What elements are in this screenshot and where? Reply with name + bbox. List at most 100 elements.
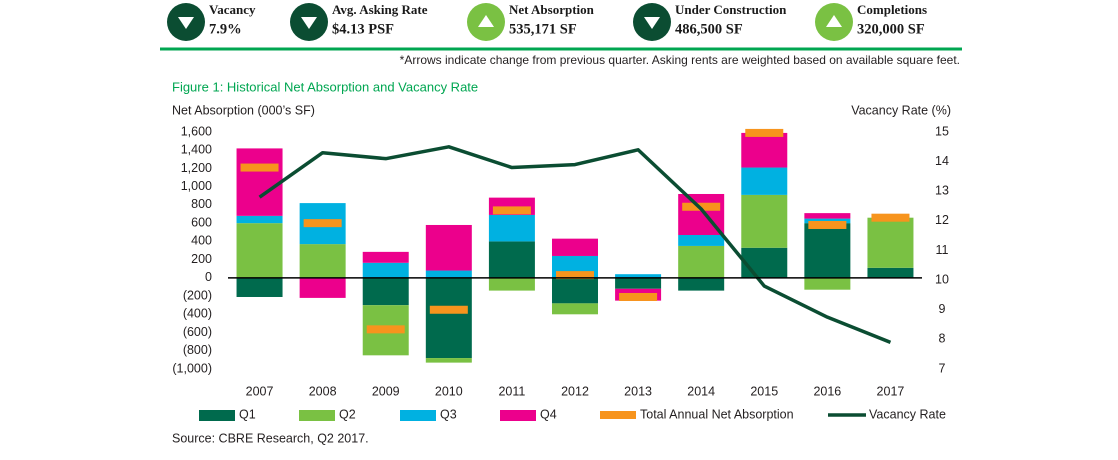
kpi-arrow	[826, 15, 842, 27]
legend-label: Q2	[339, 407, 356, 421]
legend-label: Q3	[440, 407, 457, 421]
kpi-label: Avg. Asking Rate	[332, 2, 428, 17]
y2-tick-label: 12	[935, 213, 949, 227]
y-tick-label: 1,400	[181, 143, 212, 157]
bar-segment	[425, 270, 472, 278]
bar-segment	[488, 241, 535, 278]
y2-tick-label: 7	[939, 361, 946, 375]
bar-segment	[804, 223, 851, 278]
kpi-label: Under Construction	[675, 2, 787, 17]
kpi-label: Vacancy	[209, 2, 256, 17]
legend-swatch	[600, 411, 636, 419]
y-tick-label: (400)	[183, 307, 212, 321]
x-tick-label: 2012	[561, 384, 589, 398]
bar-segment	[236, 148, 283, 216]
bar-segment	[425, 224, 472, 271]
y2-tick-label: 15	[935, 124, 949, 138]
kpi-value: $4.13 PSF	[332, 21, 394, 37]
y2-tick-label: 14	[935, 154, 949, 168]
bar-segment	[615, 274, 662, 278]
vacancy-line	[258, 145, 892, 344]
bar-segment	[488, 277, 535, 291]
y-tick-label: 0	[205, 270, 212, 284]
x-tick-label: 2014	[687, 384, 715, 398]
bar-segment	[362, 262, 409, 278]
bar-segment	[804, 218, 851, 224]
bar-segment	[552, 277, 598, 304]
kpi-label: Completions	[857, 2, 927, 17]
total-marker	[492, 206, 531, 215]
x-tick-label: 2011	[498, 384, 525, 398]
bar-segment	[678, 277, 725, 291]
legend-label: Total Annual Net Absorption	[640, 407, 794, 421]
y-tick-label: (800)	[183, 343, 212, 357]
source: Source: CBRE Research, Q2 2017.	[172, 431, 369, 445]
y-tick-label: 600	[191, 215, 212, 229]
total-marker	[366, 325, 405, 334]
legend-label: Q1	[239, 407, 256, 421]
y-tick-label: 400	[191, 234, 212, 248]
kpi-arrow	[478, 15, 494, 27]
bar-segment	[678, 245, 725, 278]
total-marker	[871, 213, 910, 222]
legend-label: Q4	[540, 407, 557, 421]
bar-segment	[804, 277, 851, 290]
y2-tick-label: 9	[939, 302, 946, 316]
total-marker	[556, 271, 594, 280]
bar-segment	[236, 223, 283, 278]
bar-segment	[299, 277, 346, 298]
x-tick-label: 2008	[309, 384, 337, 398]
bar-segment	[678, 235, 725, 246]
bar-segment	[552, 303, 598, 315]
y-tick-label: 1,200	[181, 161, 212, 175]
y-tick-label: 1,600	[181, 124, 212, 138]
bar-segment	[615, 277, 662, 289]
legend-swatch	[299, 410, 335, 421]
y2-axis-title: Vacancy Rate (%)	[851, 103, 951, 117]
bar-segment	[425, 277, 472, 359]
kpi-arrow	[301, 17, 317, 29]
bar-segment	[867, 267, 914, 278]
bar-segment	[299, 244, 346, 278]
legend-label: Vacancy Rate	[869, 407, 946, 421]
bar-segment	[488, 214, 535, 242]
bar-segment	[362, 277, 409, 306]
kpi-value: 7.9%	[209, 21, 242, 37]
legend-swatch	[199, 410, 235, 421]
y2-tick-label: 11	[936, 243, 949, 257]
bar-segment	[804, 213, 851, 219]
total-marker	[619, 292, 658, 301]
y2-tick-label: 8	[939, 332, 946, 346]
bar-segment	[741, 132, 788, 168]
legend-swatch	[400, 410, 436, 421]
y-tick-label: 800	[191, 197, 212, 211]
total-marker	[808, 220, 847, 229]
bar-segment	[362, 251, 409, 263]
total-marker	[303, 219, 342, 228]
x-tick-label: 2009	[372, 384, 400, 398]
kpi-arrow	[644, 17, 660, 29]
y-tick-label: (200)	[183, 288, 212, 302]
x-tick-label: 2016	[813, 384, 841, 398]
bar-segment	[741, 247, 788, 278]
total-marker	[745, 128, 784, 137]
bar-segment	[741, 194, 788, 248]
bar-segment	[867, 217, 914, 268]
chart-title: Figure 1: Historical Net Absorption and …	[172, 79, 478, 94]
footnote: *Arrows indicate change from previous qu…	[400, 53, 960, 67]
kpi-arrow	[178, 17, 194, 29]
bar-segment	[741, 167, 788, 195]
legend-swatch	[500, 410, 536, 421]
total-marker	[240, 163, 279, 172]
y-tick-label: (600)	[183, 325, 212, 339]
kpi-value: 535,171 SF	[509, 21, 577, 37]
kpi-value: 320,000 SF	[857, 21, 925, 37]
total-marker	[429, 305, 468, 314]
y2-tick-label: 13	[935, 184, 949, 198]
bar-segment	[425, 358, 472, 363]
y2-tick-label: 10	[935, 272, 949, 286]
kpi-value: 486,500 SF	[675, 21, 743, 37]
kpi-label: Net Absorption	[509, 2, 595, 17]
